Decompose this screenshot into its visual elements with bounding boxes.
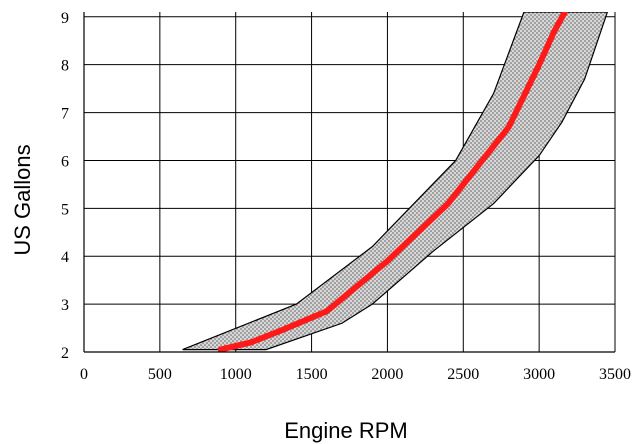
y-tick-label: 4	[61, 249, 69, 266]
x-tick-label: 500	[148, 366, 172, 383]
x-tick-label: 1000	[220, 366, 252, 383]
y-tick-label: 2	[61, 345, 69, 362]
range-band-area	[182, 12, 609, 351]
x-tick-label: 2000	[371, 366, 403, 383]
series-line-layer	[217, 12, 568, 352]
x-tick-label: 2500	[447, 366, 479, 383]
x-tick-labels: 0 500 1000 1500 2000 2500 3000 3500	[80, 366, 631, 383]
x-tick-label: 3500	[599, 366, 631, 383]
y-tick-label: 9	[61, 10, 69, 27]
range-band	[182, 12, 609, 351]
x-tick-label: 0	[80, 366, 88, 383]
y-tick-label: 8	[61, 58, 69, 75]
y-tick-labels: 2 3 4 5 6 7 8 9	[61, 10, 69, 362]
series-line	[217, 12, 568, 352]
y-tick-label: 7	[61, 106, 69, 123]
x-tick-label: 1500	[296, 366, 328, 383]
x-tick-label: 3000	[523, 366, 555, 383]
x-axis-title: Engine RPM	[284, 418, 408, 443]
y-tick-label: 6	[61, 153, 69, 170]
y-tick-label: 5	[61, 201, 69, 218]
y-axis-title: US Gallons	[10, 144, 35, 255]
plot-frame	[83, 12, 615, 353]
y-tick-label: 3	[61, 297, 69, 314]
